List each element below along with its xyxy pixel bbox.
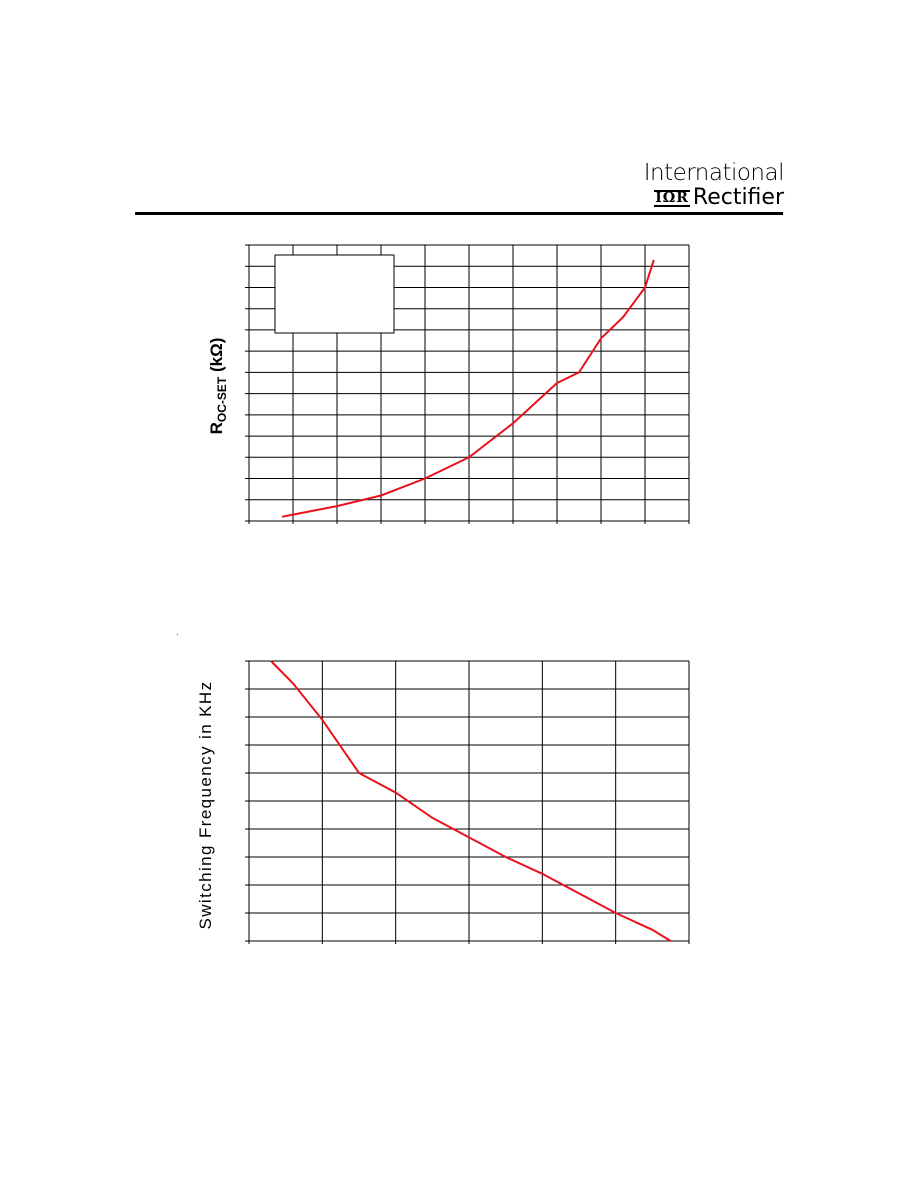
chart-roc-set: ROC-SET (kΩ) bbox=[207, 244, 690, 524]
company-logo: International IΩR Rectifier bbox=[643, 160, 785, 210]
chart-switching-frequency: Switching Frequency in KHz bbox=[196, 660, 690, 944]
chart1-ylabel: ROC-SET (kΩ) bbox=[207, 338, 229, 435]
chart2-series-line bbox=[270, 660, 672, 942]
stray-mark bbox=[177, 634, 178, 635]
logo-text-international: International bbox=[643, 160, 785, 186]
header-rule bbox=[135, 212, 783, 215]
chart1-ylabel-unit: (kΩ) bbox=[207, 338, 226, 377]
chart2-grid bbox=[245, 660, 690, 944]
chart1-ylabel-sub: OC-SET bbox=[215, 376, 229, 422]
logo-text-rectifier: Rectifier bbox=[692, 185, 784, 210]
chart1-ylabel-main: R bbox=[207, 422, 226, 434]
chart2-ylabel: Switching Frequency in KHz bbox=[196, 681, 215, 930]
chart1-legend-box bbox=[274, 254, 395, 334]
logo-line-rectifier: IΩR Rectifier bbox=[644, 186, 784, 210]
logo-mark: IΩR bbox=[654, 189, 690, 207]
chart1-series-line bbox=[281, 259, 655, 518]
